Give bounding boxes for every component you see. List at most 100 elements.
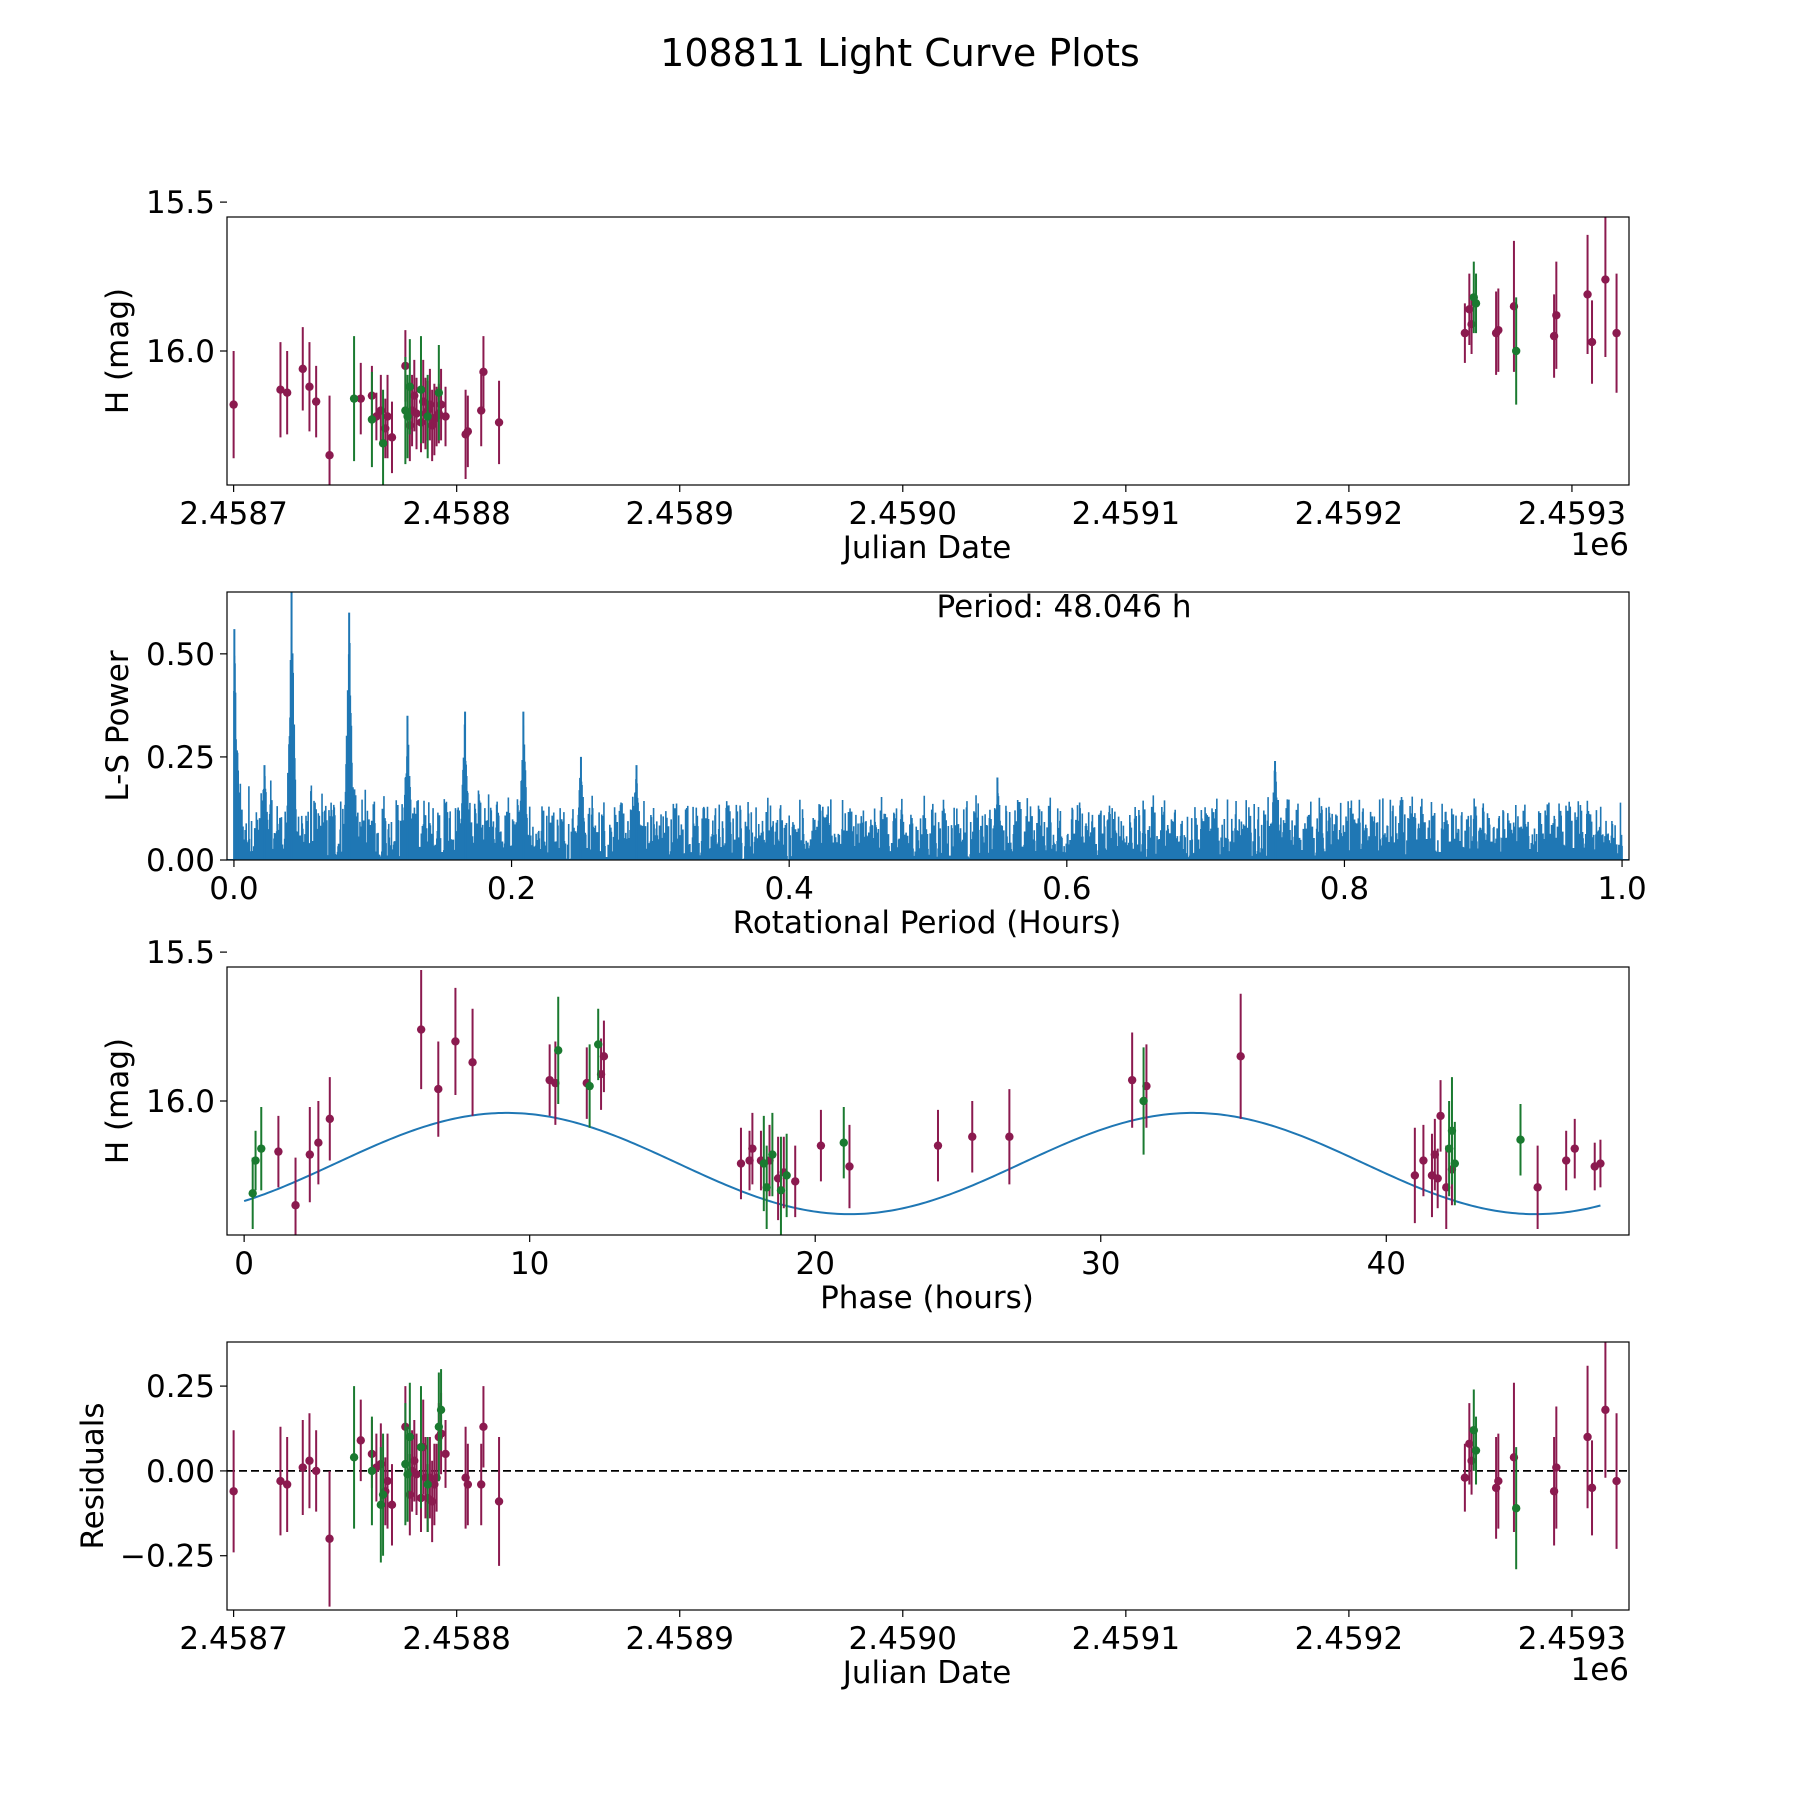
phased-point-r — [933, 1141, 943, 1150]
phased-plot-area — [243, 969, 1605, 1235]
phased-point-g — [594, 1040, 603, 1049]
phased-point-r — [736, 1159, 746, 1168]
lightcurve-point-r — [229, 400, 238, 409]
periodogram-xtick-label: 0.0 — [209, 871, 258, 907]
lightcurve-point-g — [1471, 299, 1481, 308]
residuals-point-r — [325, 1534, 334, 1543]
residuals-point-g — [416, 1442, 426, 1452]
lightcurve-point-r — [463, 427, 473, 436]
lightcurve-point-r — [1612, 328, 1621, 338]
phased-point-r — [1570, 1144, 1579, 1153]
periodogram-xtick-label: 0.4 — [765, 871, 814, 907]
residuals-point-r — [229, 1487, 238, 1496]
residuals-ytick-label: −0.25 — [120, 1539, 215, 1575]
phased-point-r — [1433, 1174, 1442, 1183]
phased-point-r — [1419, 1156, 1428, 1165]
lightcurve-point-r — [325, 451, 334, 460]
lightcurve-point-g — [416, 385, 426, 394]
lightcurve-ticks: 2.4587 2.4588 2.4589 2.4590 2.4591 2.4592 2.45… — [146, 185, 1626, 532]
phased-point-r — [291, 1201, 300, 1210]
residuals-xtick-label: 2.4590 — [849, 1621, 957, 1657]
lightcurve-point-r — [298, 364, 307, 374]
phased-marks — [243, 969, 1605, 1235]
phased-point-r — [1005, 1132, 1014, 1141]
lightcurve-marks — [229, 217, 1621, 485]
lightcurve-point-r — [477, 406, 486, 415]
lightcurve-xtick-label: 2.4592 — [1295, 496, 1403, 532]
phased-xtick-label: 10 — [510, 1246, 549, 1282]
lightcurve-xlabel: Julian Date — [841, 530, 1012, 566]
lightcurve-point-r — [276, 385, 285, 394]
phased-point-r — [816, 1141, 826, 1150]
phased-ytick-label: 15.5 — [146, 935, 215, 971]
phased-xtick-label: 30 — [1081, 1246, 1120, 1282]
phased-point-r — [1236, 1052, 1245, 1061]
residuals-ylabel: Residuals — [75, 1402, 111, 1549]
phased-point-g — [776, 1186, 786, 1195]
residuals-point-r — [1583, 1432, 1592, 1442]
lightcurve-point-g — [378, 439, 388, 448]
periodogram-xtick-label: 0.8 — [1320, 871, 1369, 907]
periodogram-frame — [226, 591, 1630, 861]
lightcurve-point-r — [1601, 275, 1610, 284]
lightcurve-point-r — [494, 418, 504, 427]
phased-point-r — [325, 1114, 334, 1124]
phased-point-r — [599, 1052, 609, 1061]
lightcurve-point-r — [305, 382, 314, 391]
periodogram-xtick-label: 0.6 — [1042, 871, 1091, 907]
residuals-point-g — [349, 1453, 359, 1462]
residuals-point-g — [436, 1405, 446, 1415]
phased-ytick-label: 16.0 — [146, 1084, 215, 1120]
phased-point-g — [762, 1183, 771, 1192]
phased-point-g — [248, 1189, 257, 1198]
lightcurve-point-r — [356, 394, 365, 403]
periodogram-ytick-label: 0.25 — [146, 740, 215, 776]
lightcurve-point-r — [412, 409, 421, 418]
phased-point-g — [585, 1081, 594, 1091]
residuals-xlabel: Julian Date — [841, 1655, 1012, 1691]
residuals-point-r — [1460, 1473, 1470, 1482]
residuals-point-r — [1552, 1463, 1561, 1472]
lightcurve-xtick-label: 2.4591 — [1072, 496, 1180, 532]
phased-point-g — [782, 1171, 791, 1180]
residuals-point-r — [479, 1422, 488, 1432]
phased-panel: 0 10 20 30 40 16.0 15.5 Phase (hours) H (mag) — [100, 935, 1630, 1316]
lightcurve-point-r — [1552, 311, 1561, 320]
lightcurve-plot-area — [229, 217, 1621, 485]
lightcurve-ylabel: H (mag) — [100, 288, 136, 414]
periodogram-xtick-label: 1.0 — [1597, 871, 1646, 907]
phased-xlabel: Phase (hours) — [820, 1280, 1034, 1316]
residuals-xtick-label: 2.4593 — [1518, 1621, 1626, 1657]
phased-point-r — [468, 1058, 477, 1067]
lightcurve-point-r — [1460, 328, 1470, 338]
lightcurve-point-r — [441, 412, 450, 421]
lightcurve-xtick-label: 2.4587 — [179, 496, 287, 532]
residuals-xtick-label: 2.4587 — [179, 1621, 287, 1657]
residuals-point-r — [276, 1476, 285, 1486]
residuals-point-r — [1587, 1483, 1597, 1493]
phased-ticks: 0 10 20 30 40 16.0 15.5 — [146, 935, 1406, 1282]
residuals-point-g — [423, 1480, 432, 1489]
residuals-point-r — [1612, 1476, 1621, 1486]
residuals-point-r — [311, 1466, 321, 1476]
residuals-xtick-label: 2.4589 — [625, 1621, 733, 1657]
phased-point-r — [434, 1084, 443, 1094]
residuals-point-r — [477, 1480, 486, 1489]
lightcurve-ytick-label: 15.5 — [146, 185, 215, 221]
periodogram-panel: 0.0 0.2 0.4 0.6 0.8 1.0 0.00 0.25 0.50 Period: 4… — [100, 589, 1647, 941]
residuals-point-r — [383, 1476, 392, 1486]
residuals-ticks: 2.4587 2.4588 2.4589 2.4590 2.4591 2.4592 2.45… — [120, 1369, 1626, 1657]
residuals-point-r — [356, 1436, 365, 1445]
periodogram-ytick-label: 0.50 — [146, 637, 215, 673]
residuals-plot-area — [227, 1342, 1629, 1607]
residuals-point-g — [1471, 1446, 1481, 1455]
phased-xtick-label: 40 — [1367, 1246, 1406, 1282]
periodogram-ylabel: L-S Power — [100, 650, 136, 801]
residuals-point-g — [378, 1490, 388, 1499]
residuals-panel: 2.4587 2.4588 2.4589 2.4590 2.4591 2.4592 2.45… — [75, 1341, 1630, 1691]
periodogram-ticks: 0.0 0.2 0.4 0.6 0.8 1.0 0.00 0.25 0.50 — [146, 637, 1647, 907]
residuals-xtick-label: 2.4588 — [402, 1621, 510, 1657]
periodogram-ytick-label: 0.00 — [146, 843, 215, 879]
lightcurve-point-r — [387, 433, 397, 442]
lightcurve-panel: 2.4587 2.4588 2.4589 2.4590 2.4591 2.4592 2.45… — [100, 185, 1630, 566]
